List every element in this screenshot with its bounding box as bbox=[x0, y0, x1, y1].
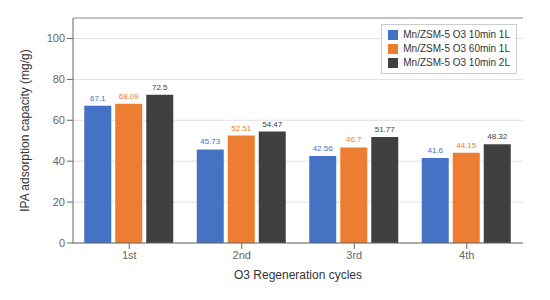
svg-text:52.51: 52.51 bbox=[231, 124, 252, 133]
svg-text:42.56: 42.56 bbox=[313, 144, 334, 153]
svg-text:44.15: 44.15 bbox=[456, 141, 477, 150]
svg-text:72.5: 72.5 bbox=[152, 83, 168, 92]
svg-text:68.09: 68.09 bbox=[119, 92, 140, 101]
svg-text:40: 40 bbox=[53, 155, 65, 167]
svg-text:O3 Regeneration cycles: O3 Regeneration cycles bbox=[234, 268, 362, 282]
svg-text:IPA adsorption capacity (mg/g): IPA adsorption capacity (mg/g) bbox=[18, 49, 32, 212]
html-text:Mn/ZSM-5 O3 10min 1L: Mn/ZSM-5 O3 10min 1L bbox=[403, 29, 510, 40]
html-text:Mn/ZSM-5 O3 10min 2L: Mn/ZSM-5 O3 10min 2L bbox=[403, 57, 510, 68]
svg-text:67.1: 67.1 bbox=[90, 94, 106, 103]
svg-text:46.7: 46.7 bbox=[346, 135, 362, 144]
svg-text:51.77: 51.77 bbox=[375, 125, 396, 134]
svg-text:1st: 1st bbox=[122, 249, 137, 261]
svg-text:0: 0 bbox=[59, 237, 65, 249]
svg-text:3rd: 3rd bbox=[346, 249, 362, 261]
svg-text:80: 80 bbox=[53, 73, 65, 85]
svg-text:45.73: 45.73 bbox=[200, 137, 221, 146]
svg-text:48.32: 48.32 bbox=[487, 132, 508, 141]
svg-text:20: 20 bbox=[53, 196, 65, 208]
svg-text:100: 100 bbox=[47, 32, 65, 44]
svg-text:60: 60 bbox=[53, 114, 65, 126]
svg-text:4th: 4th bbox=[459, 249, 474, 261]
svg-text:41.6: 41.6 bbox=[427, 146, 443, 155]
html-text:Mn/ZSM-5 O3 60min 1L: Mn/ZSM-5 O3 60min 1L bbox=[403, 43, 510, 54]
svg-text:54.47: 54.47 bbox=[262, 120, 283, 129]
svg-text:2nd: 2nd bbox=[233, 249, 251, 261]
